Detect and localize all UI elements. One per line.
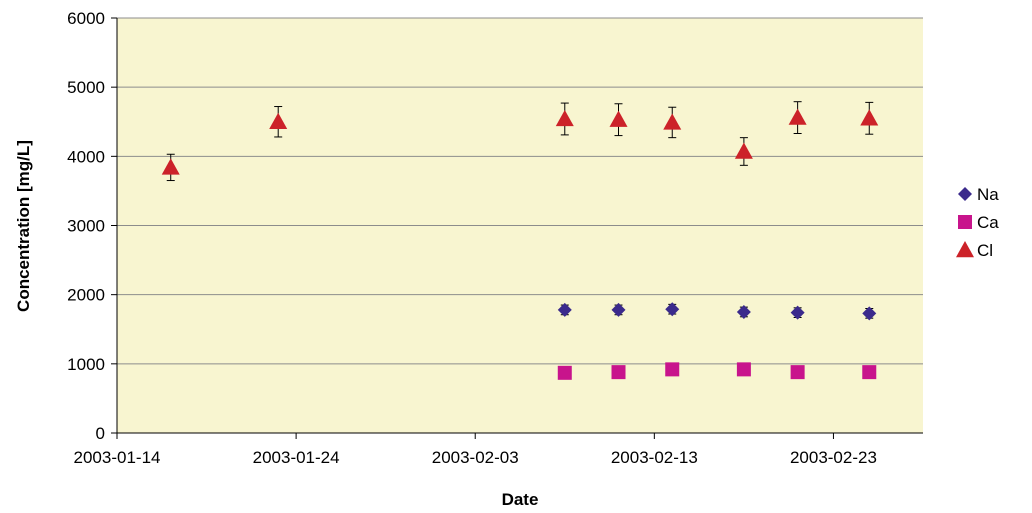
y-axis-title: Concentration [mg/L] — [14, 140, 33, 312]
x-axis-title: Date — [502, 490, 539, 509]
ca-point — [611, 365, 626, 380]
na-point — [611, 302, 626, 317]
cl-point — [269, 112, 288, 129]
legend-marker-ca — [958, 215, 972, 229]
cl-point — [788, 108, 807, 125]
gridlines — [117, 17, 923, 365]
cl-point — [609, 110, 628, 127]
na-point — [790, 305, 805, 320]
y-tick-label: 0 — [96, 424, 105, 443]
legend-label-ca: Ca — [977, 213, 999, 232]
na-point — [665, 302, 680, 317]
y-tick-label: 5000 — [67, 78, 105, 97]
ca-point — [557, 365, 572, 380]
y-tick-label: 1000 — [67, 355, 105, 374]
y-tick-label: 3000 — [67, 217, 105, 236]
y-tick-label: 4000 — [67, 147, 105, 166]
x-tick-label: 2003-02-23 — [790, 448, 877, 467]
y-tick-label: 6000 — [67, 9, 105, 28]
na-point — [862, 306, 877, 321]
ca-point — [736, 362, 751, 377]
legend: Na Ca Cl — [956, 185, 999, 260]
ca-point — [665, 362, 680, 377]
x-tick-label: 2003-02-13 — [611, 448, 698, 467]
x-tick-label: 2003-01-14 — [74, 448, 161, 467]
cl-point — [663, 113, 682, 130]
cl-point — [555, 109, 574, 127]
cl-point — [734, 142, 753, 159]
legend-label-na: Na — [977, 185, 999, 204]
na-point — [557, 302, 572, 317]
cl-point — [161, 158, 180, 175]
ca-point — [862, 365, 877, 380]
x-tick-labels: 2003-01-14 2003-01-24 2003-02-03 2003-02-13… — [74, 448, 877, 467]
na-point — [736, 304, 751, 319]
y-tick-label: 2000 — [67, 286, 105, 305]
data-marks — [161, 101, 879, 380]
cl-point — [860, 109, 879, 126]
legend-marker-cl — [956, 241, 974, 258]
x-tick-label: 2003-01-24 — [253, 448, 340, 467]
legend-marker-na — [958, 187, 972, 201]
ca-point — [790, 365, 805, 380]
x-tick-label: 2003-02-03 — [432, 448, 519, 467]
legend-label-cl: Cl — [977, 241, 993, 260]
y-tick-labels: 0 1000 2000 3000 4000 5000 6000 — [67, 9, 105, 443]
axes — [111, 17, 923, 439]
